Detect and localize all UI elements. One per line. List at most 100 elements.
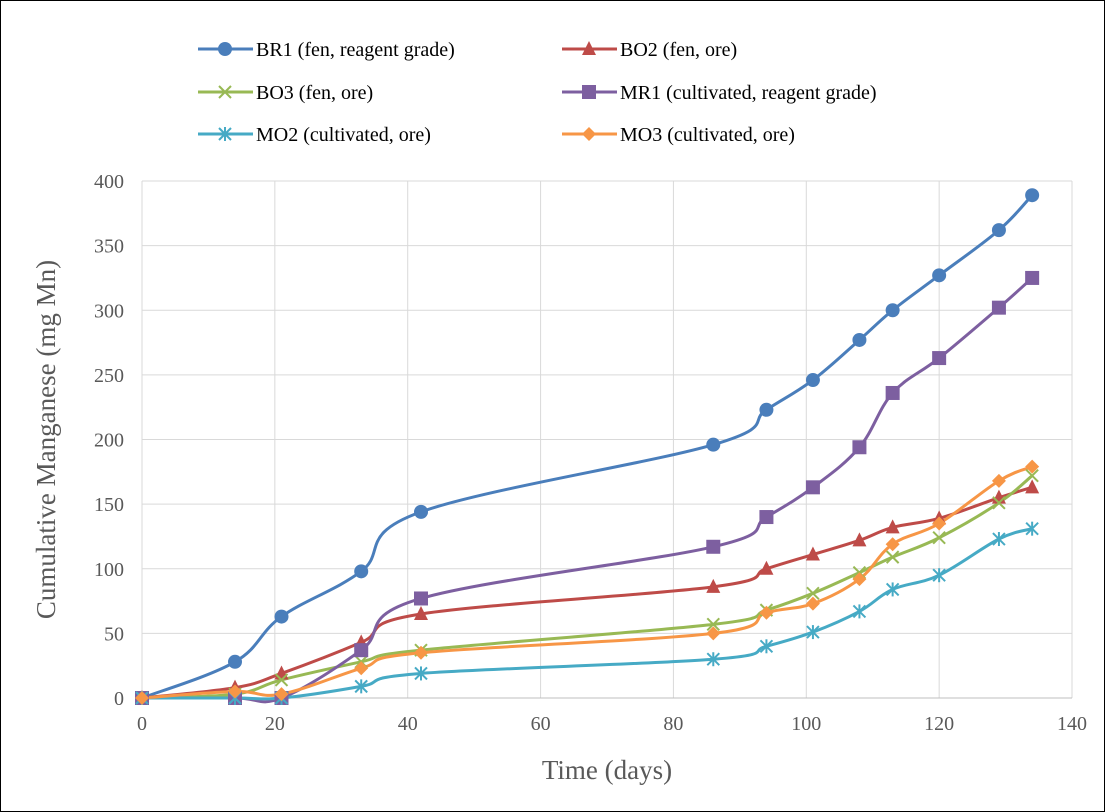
series-4-point-6 [759,639,774,654]
series-0-point-3 [354,564,369,579]
x-tick-label: 60 [531,713,551,735]
series-5-point-11 [991,473,1006,488]
series-2-point-11 [992,496,1006,510]
series-5-point-3 [354,661,369,676]
series-5-point-2 [274,687,289,702]
series-3-point-5 [706,539,721,554]
series-0-point-10 [932,268,947,283]
series-3-point-4 [414,591,428,606]
series-1-point-9 [885,519,900,534]
series-0-point-7 [805,373,820,388]
legend-item: BO3 (fen, ore) [198,82,373,104]
y-tick-label: 150 [94,494,124,516]
series-line-1 [141,485,1033,700]
series-3-point-9 [885,385,900,400]
series-4-point-11 [992,532,1006,547]
series-3-point-12 [1025,270,1040,285]
legend-item: BO2 (fen, ore) [562,39,737,61]
series-3-point-11 [991,300,1006,315]
legend-item: MO2 (cultivated, ore) [198,124,431,146]
legend-label: BR1 (fen, reagent grade) [256,39,455,61]
legend-swatch-marker [582,41,596,55]
series-5-point-0 [135,691,149,705]
series-4-point-9 [885,582,900,597]
series-2-point-10 [932,531,946,545]
series-3-point-7 [805,480,820,495]
series-0-point-11 [991,223,1006,238]
series-lines [141,194,1034,704]
series-5-point-10 [932,516,947,531]
series-0-point-8 [852,332,867,347]
y-tick-label: 100 [94,559,124,581]
series-4-point-5 [706,652,720,667]
y-tick-label: 350 [94,236,124,258]
series-4-point-7 [806,625,820,640]
series-5-point-12 [1025,459,1040,474]
series-2-point-12 [1025,468,1039,483]
series-1-point-5 [706,578,721,593]
series-5-point-1 [228,684,242,699]
series-0-point-5 [706,437,721,452]
series-1-point-7 [805,546,820,561]
series-0-point-12 [1025,188,1040,203]
series-0-point-9 [885,303,900,318]
legend-swatch-marker [218,42,232,56]
y-tick-label: 200 [94,430,124,452]
legend-swatch-marker [582,127,596,141]
legend-label: MO3 (cultivated, ore) [620,124,795,146]
y-tick-label: 400 [94,171,124,193]
series-5-point-9 [885,537,900,552]
series-1-point-6 [759,560,774,575]
series-5-point-8 [852,572,867,587]
y-tick-label: 300 [94,300,124,322]
x-axis-title: Time (days) [542,755,672,785]
series-0-point-2 [274,609,289,624]
x-tick-label: 80 [663,713,683,735]
series-3-point-6 [759,510,774,525]
series-2-point-2 [274,673,289,687]
tick-labels: 0 50 100 150 200 250 300 350 400 0 20 40 60 80 100 120 1… [94,171,1087,735]
y-tick-label: 0 [114,688,124,710]
x-tick-label: 100 [791,713,821,735]
series-2-point-9 [885,550,900,564]
series-5-point-4 [414,645,428,660]
y-tick-label: 250 [94,365,124,387]
series-line-3 [141,276,1034,704]
legend-swatch-marker [218,127,232,141]
series-3-point-10 [932,351,947,366]
series-3-point-3 [354,643,369,658]
series-line-5 [141,465,1033,700]
series-0-point-1 [228,654,242,669]
legend-label: BO2 (fen, ore) [620,39,737,61]
legend-label: BO3 (fen, ore) [256,82,373,104]
series-2-point-7 [806,586,820,601]
series-4-point-4 [414,666,428,681]
y-tick-label: 50 [104,623,124,645]
series-4-point-8 [852,604,867,619]
legend-item: MR1 (cultivated, reagent grade) [562,82,877,104]
legend-swatch-marker [218,85,232,99]
legend-item: BR1 (fen, reagent grade) [198,39,455,61]
series-1-point-8 [852,532,867,547]
x-tick-label: 40 [398,713,418,735]
x-tick-label: 20 [265,713,285,735]
series-5-point-5 [706,626,721,641]
series-1-point-4 [414,605,428,620]
series-3-point-8 [852,440,867,455]
series-0-point-6 [759,402,774,417]
x-tick-label: 120 [924,713,954,735]
series-markers [135,188,1040,705]
series-5-point-6 [759,605,774,620]
legend-label: MO2 (cultivated, ore) [256,124,431,146]
y-axis-title: Cumulative Manganese (mg Mn) [31,260,61,619]
series-5-point-7 [805,596,820,611]
series-2-point-5 [706,617,720,632]
legend-label: MR1 (cultivated, reagent grade) [620,82,877,104]
series-4-point-12 [1025,521,1039,536]
series-4-point-10 [932,568,946,583]
gridlines [141,180,1073,699]
series-line-0 [141,194,1034,700]
series-1-point-12 [1025,479,1040,494]
legend: BR1 (fen, reagent grade) BO2 (fen, ore) BO… [198,39,877,146]
